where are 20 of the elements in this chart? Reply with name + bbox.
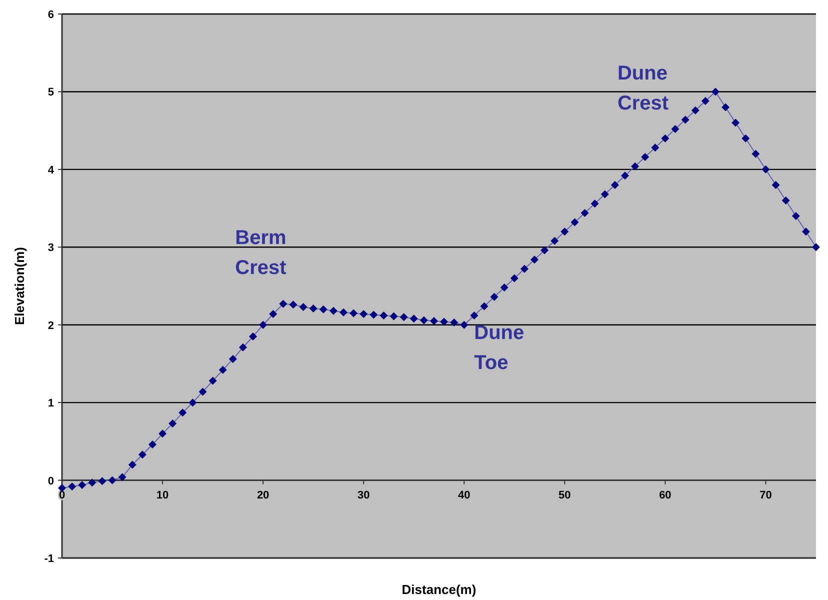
y-axis-title: Elevation(m)	[12, 246, 27, 326]
annotation: Berm Crest	[235, 226, 287, 279]
annotation: Dune Crest	[617, 62, 669, 115]
x-tick-label: 30	[357, 489, 370, 502]
annotation: Dune Toe	[474, 322, 524, 374]
y-tick-label: 1	[48, 398, 54, 410]
y-tick-label: 3	[48, 242, 54, 254]
y-tick-label: 4	[48, 164, 55, 176]
x-axis-title: Distance(m)	[402, 582, 476, 597]
x-tick-label: 40	[458, 489, 470, 502]
x-tick-label: 60	[659, 489, 672, 502]
x-tick-label: 20	[256, 489, 270, 502]
y-tick-label: 2	[48, 320, 54, 332]
y-tick-label: -1	[44, 553, 54, 565]
y-tick-label: 0	[48, 475, 54, 488]
y-tick-label: 5	[48, 86, 54, 99]
x-tick-label: 70	[760, 489, 772, 502]
y-tick-label: 6	[48, 9, 54, 21]
x-tick-label: 50	[558, 489, 571, 502]
x-tick-label: 10	[156, 489, 169, 502]
